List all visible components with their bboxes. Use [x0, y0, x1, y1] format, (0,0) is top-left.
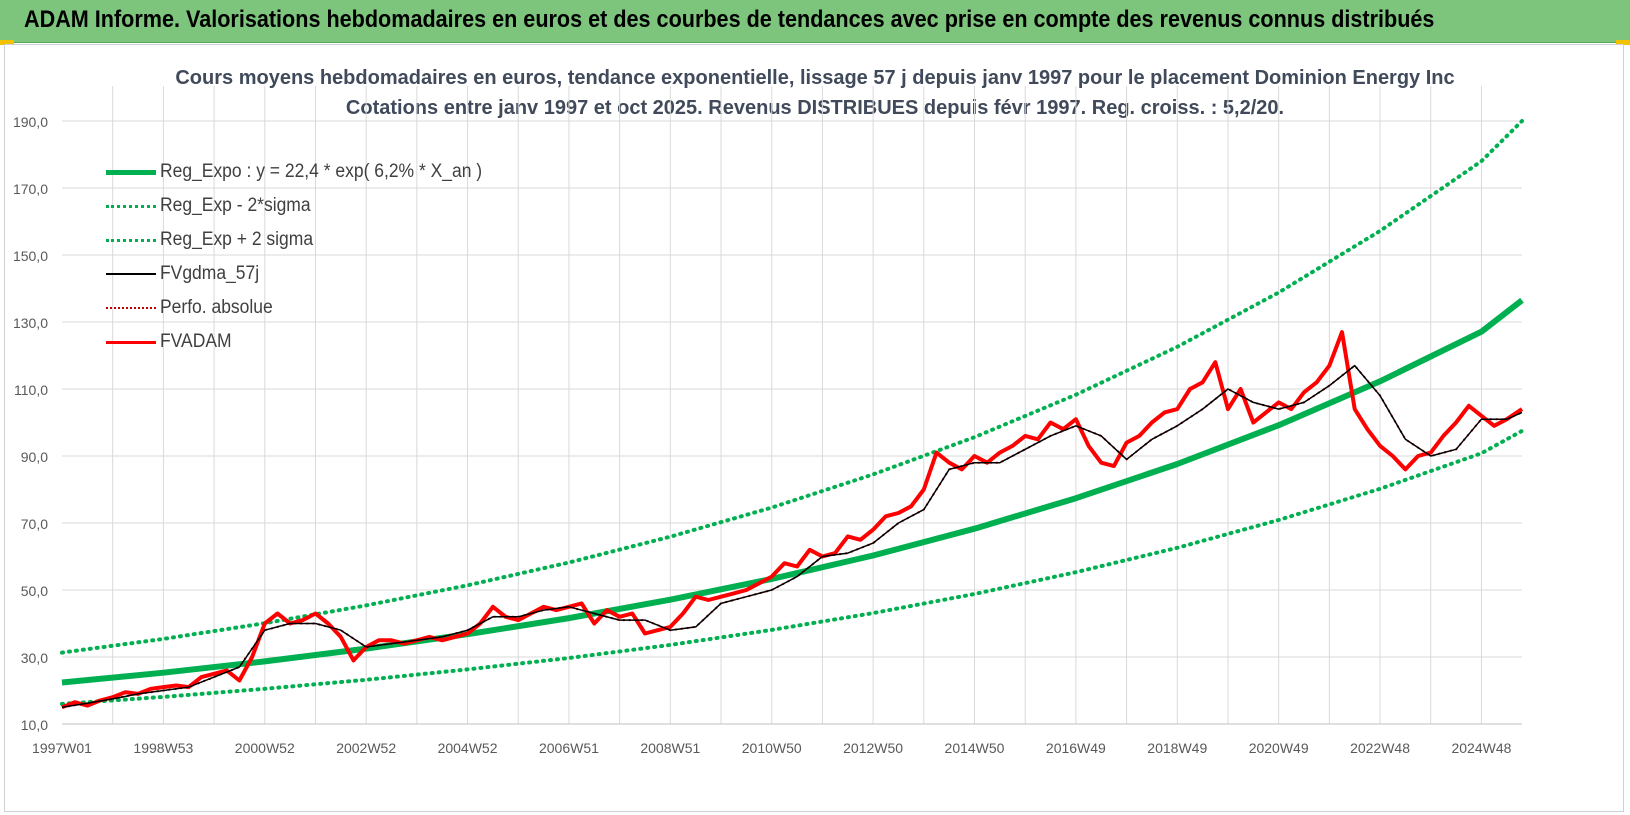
chart-area [4, 44, 1624, 812]
fvgdma-line [61, 364, 1523, 709]
chart-subtitle: Cotations entre janv 1997 et oct 2025. R… [345, 97, 1285, 119]
legend-label: Perfo. absolue [160, 297, 273, 318]
legend-swatch [106, 273, 156, 275]
legend-label: Reg_Exp + 2 sigma [160, 229, 314, 250]
legend-label: FVgdma_57j [160, 263, 260, 284]
legend-reg-expo: Reg_Expo : y = 22,4 * exp( 6,2% * X_an ) [106, 155, 510, 189]
y-tick-label: 70,0 [21, 516, 48, 532]
x-tick-label: 2002W52 [336, 740, 396, 756]
x-tick-label: 2024W48 [1451, 740, 1511, 756]
x-tick-label: 2012W50 [843, 740, 903, 756]
chart-title: Cours moyens hebdomadaires en euros, ten… [175, 67, 1455, 89]
legend-label: FVADAM [160, 331, 232, 352]
x-tick-label: 2010W50 [742, 740, 802, 756]
legend-fvgdma: FVgdma_57j [106, 257, 510, 291]
reg-expo-line [61, 297, 1524, 686]
y-tick-label: 190,0 [13, 114, 48, 130]
legend-swatch [106, 204, 156, 208]
legend-swatch [106, 307, 156, 309]
y-tick-label: 130,0 [13, 315, 48, 331]
reg-minus-2sigma-line [60, 428, 1524, 706]
y-tick-label: 170,0 [13, 181, 48, 197]
corner-marker [1616, 40, 1630, 45]
x-tick-label: 2000W52 [235, 740, 295, 756]
legend-label: Reg_Exp - 2*sigma [160, 195, 311, 216]
y-tick-label: 50,0 [21, 583, 48, 599]
fvadam-line [61, 330, 1524, 710]
legend-label: Reg_Expo : y = 22,4 * exp( 6,2% * X_an ) [160, 161, 483, 182]
reg-plus-2sigma-line [60, 119, 1524, 655]
x-tick-label: 2006W51 [539, 740, 599, 756]
report-banner: ADAM Informe. Valorisations hebdomadaire… [0, 0, 1630, 43]
y-tick-label: 90,0 [21, 449, 48, 465]
legend-swatch [106, 340, 156, 344]
x-tick-label: 1997W01 [32, 740, 92, 756]
x-tick-label: 1998W53 [133, 740, 193, 756]
legend-fvadam: FVADAM [106, 325, 510, 359]
x-tick-label: 2008W51 [640, 740, 700, 756]
legend-reg-minus-2sigma: Reg_Exp - 2*sigma [106, 189, 510, 223]
chart-legend: Reg_Expo : y = 22,4 * exp( 6,2% * X_an )… [106, 155, 510, 359]
x-tick-label: 2014W50 [945, 740, 1005, 756]
legend-swatch [106, 238, 156, 242]
legend-reg-plus-2sigma: Reg_Exp + 2 sigma [106, 223, 510, 257]
x-tick-label: 2022W48 [1350, 740, 1410, 756]
y-tick-label: 110,0 [14, 382, 48, 398]
report-title: ADAM Informe. Valorisations hebdomadaire… [24, 6, 1435, 33]
legend-swatch [106, 169, 156, 175]
legend-perfo-absolue: Perfo. absolue [106, 291, 510, 325]
x-tick-label: 2020W49 [1249, 740, 1309, 756]
y-tick-label: 30,0 [21, 650, 48, 666]
x-tick-label: 2016W49 [1046, 740, 1106, 756]
y-tick-label: 150,0 [13, 248, 48, 264]
corner-marker [0, 40, 14, 45]
x-tick-label: 2018W49 [1147, 740, 1207, 756]
y-tick-label: 10,0 [21, 717, 48, 733]
x-tick-label: 2004W52 [438, 740, 498, 756]
